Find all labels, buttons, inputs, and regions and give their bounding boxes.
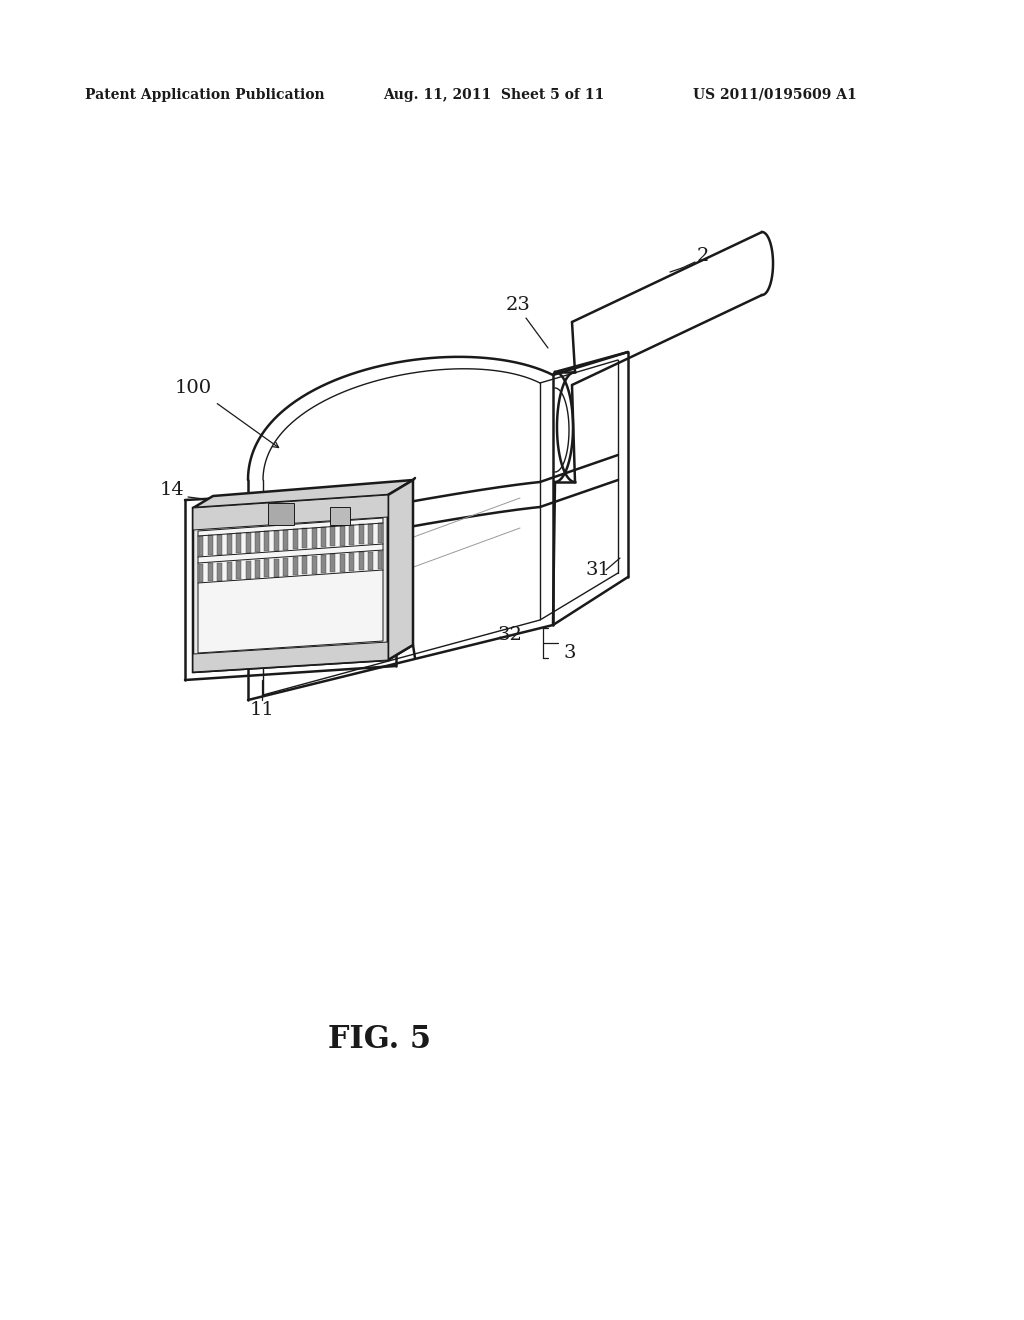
Text: 23: 23 — [506, 296, 530, 314]
Polygon shape — [284, 529, 289, 550]
Polygon shape — [264, 560, 269, 577]
Polygon shape — [208, 536, 213, 556]
Polygon shape — [246, 532, 251, 553]
Polygon shape — [302, 528, 307, 549]
Polygon shape — [388, 480, 413, 660]
Polygon shape — [255, 532, 260, 552]
Polygon shape — [273, 558, 279, 577]
Polygon shape — [255, 560, 260, 578]
Polygon shape — [293, 529, 298, 549]
Polygon shape — [237, 561, 242, 579]
Polygon shape — [293, 557, 298, 576]
Polygon shape — [268, 503, 294, 525]
Polygon shape — [340, 553, 345, 572]
Polygon shape — [193, 642, 388, 672]
Text: 14: 14 — [160, 480, 184, 499]
Polygon shape — [321, 556, 326, 573]
Polygon shape — [193, 495, 388, 672]
Polygon shape — [284, 558, 289, 576]
Polygon shape — [340, 525, 345, 545]
Text: 31: 31 — [586, 561, 610, 579]
Polygon shape — [311, 528, 316, 548]
Polygon shape — [193, 495, 388, 531]
Polygon shape — [193, 480, 413, 508]
Polygon shape — [378, 550, 383, 569]
Polygon shape — [208, 564, 213, 581]
Polygon shape — [358, 524, 364, 544]
Polygon shape — [378, 523, 383, 543]
Text: US 2011/0195609 A1: US 2011/0195609 A1 — [693, 88, 857, 102]
Text: 3: 3 — [564, 644, 577, 663]
Polygon shape — [226, 535, 231, 554]
Polygon shape — [368, 524, 373, 544]
Text: 32: 32 — [498, 626, 522, 644]
Polygon shape — [217, 562, 222, 581]
Polygon shape — [198, 517, 383, 653]
Text: 100: 100 — [174, 379, 212, 397]
Polygon shape — [349, 553, 354, 572]
Polygon shape — [273, 531, 279, 550]
Text: FIG. 5: FIG. 5 — [329, 1024, 431, 1056]
Text: Patent Application Publication: Patent Application Publication — [85, 88, 325, 102]
Text: 11: 11 — [250, 701, 274, 719]
Polygon shape — [358, 552, 364, 570]
Text: 2: 2 — [696, 247, 710, 265]
Polygon shape — [226, 562, 231, 579]
Text: Aug. 11, 2011  Sheet 5 of 11: Aug. 11, 2011 Sheet 5 of 11 — [383, 88, 604, 102]
Polygon shape — [193, 645, 413, 672]
Polygon shape — [199, 536, 204, 556]
Polygon shape — [199, 564, 204, 582]
Polygon shape — [321, 527, 326, 546]
Polygon shape — [217, 535, 222, 554]
Polygon shape — [264, 531, 269, 552]
Polygon shape — [237, 533, 242, 553]
Polygon shape — [368, 552, 373, 570]
Polygon shape — [349, 525, 354, 545]
Polygon shape — [331, 527, 336, 546]
Polygon shape — [331, 554, 336, 573]
Polygon shape — [311, 556, 316, 574]
Polygon shape — [330, 507, 350, 525]
Polygon shape — [302, 557, 307, 574]
Polygon shape — [246, 561, 251, 578]
